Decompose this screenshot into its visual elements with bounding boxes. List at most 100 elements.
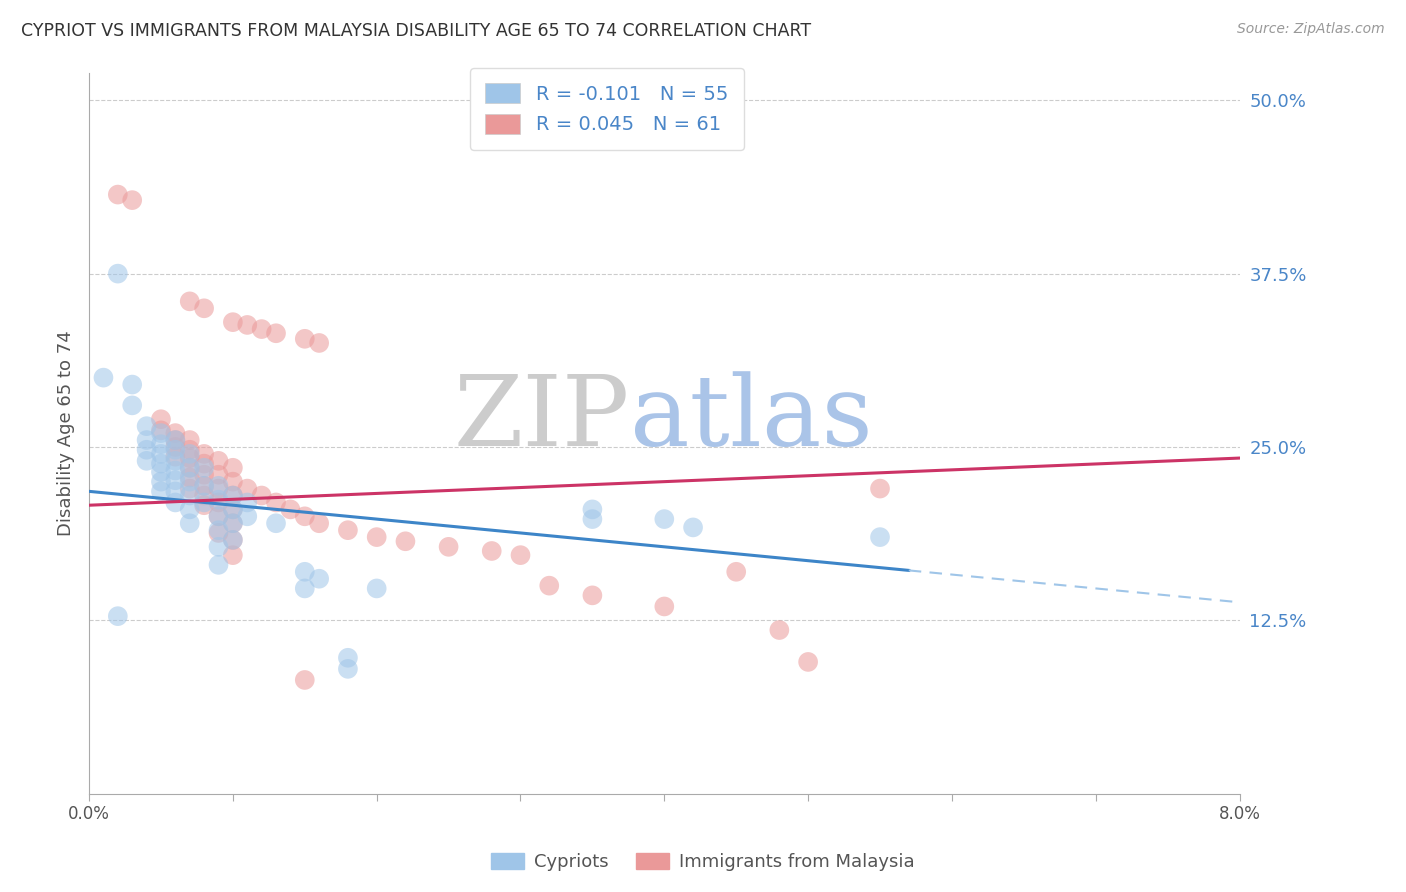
Point: [121, 377, 143, 392]
Point: [264, 495, 287, 509]
Point: [107, 187, 129, 202]
Point: [652, 599, 675, 614]
Point: [179, 460, 201, 475]
Point: [222, 489, 245, 503]
Point: [222, 516, 245, 531]
Point: [236, 509, 259, 524]
Point: [165, 433, 187, 447]
Point: [509, 548, 531, 562]
Text: CYPRIOT VS IMMIGRANTS FROM MALAYSIA DISABILITY AGE 65 TO 74 CORRELATION CHART: CYPRIOT VS IMMIGRANTS FROM MALAYSIA DISA…: [21, 22, 811, 40]
Point: [179, 482, 201, 496]
Point: [294, 332, 316, 346]
Point: [193, 479, 215, 493]
Point: [193, 479, 215, 493]
Point: [135, 442, 157, 457]
Point: [437, 540, 460, 554]
Point: [207, 509, 229, 524]
Point: [336, 523, 359, 537]
Point: [264, 326, 287, 341]
Point: [165, 464, 187, 478]
Text: Source: ZipAtlas.com: Source: ZipAtlas.com: [1237, 22, 1385, 37]
Point: [179, 433, 201, 447]
Point: [165, 440, 187, 454]
Point: [652, 512, 675, 526]
Point: [222, 533, 245, 547]
Point: [207, 479, 229, 493]
Point: [366, 582, 388, 596]
Point: [165, 450, 187, 464]
Point: [207, 454, 229, 468]
Point: [121, 398, 143, 412]
Point: [149, 484, 172, 499]
Point: [149, 426, 172, 441]
Point: [165, 484, 187, 499]
Point: [581, 512, 603, 526]
Point: [538, 579, 561, 593]
Point: [207, 523, 229, 537]
Point: [222, 502, 245, 516]
Point: [149, 412, 172, 426]
Point: [207, 495, 229, 509]
Point: [336, 650, 359, 665]
Point: [869, 530, 891, 544]
Point: [149, 447, 172, 461]
Point: [149, 437, 172, 451]
Point: [207, 482, 229, 496]
Point: [193, 498, 215, 512]
Point: [250, 322, 273, 336]
Legend: Cypriots, Immigrants from Malaysia: Cypriots, Immigrants from Malaysia: [484, 846, 922, 879]
Point: [294, 673, 316, 687]
Point: [222, 460, 245, 475]
Point: [149, 423, 172, 437]
Y-axis label: Disability Age 65 to 74: Disability Age 65 to 74: [58, 330, 75, 536]
Point: [179, 475, 201, 489]
Point: [294, 565, 316, 579]
Point: [207, 558, 229, 572]
Point: [179, 294, 201, 309]
Point: [236, 482, 259, 496]
Point: [294, 509, 316, 524]
Point: [165, 495, 187, 509]
Point: [107, 609, 129, 624]
Point: [222, 548, 245, 562]
Point: [135, 433, 157, 447]
Point: [165, 433, 187, 447]
Point: [165, 473, 187, 487]
Point: [165, 426, 187, 441]
Point: [207, 467, 229, 482]
Point: [135, 454, 157, 468]
Point: [207, 525, 229, 540]
Point: [179, 502, 201, 516]
Point: [179, 489, 201, 503]
Point: [179, 516, 201, 531]
Text: atlas: atlas: [630, 371, 873, 467]
Point: [222, 502, 245, 516]
Point: [165, 454, 187, 468]
Point: [294, 582, 316, 596]
Point: [768, 623, 790, 637]
Point: [222, 516, 245, 531]
Point: [250, 489, 273, 503]
Point: [222, 475, 245, 489]
Point: [149, 465, 172, 479]
Point: [149, 475, 172, 489]
Point: [207, 492, 229, 507]
Point: [264, 516, 287, 531]
Point: [193, 457, 215, 471]
Point: [193, 301, 215, 316]
Point: [869, 482, 891, 496]
Point: [581, 502, 603, 516]
Point: [179, 470, 201, 484]
Point: [193, 495, 215, 509]
Text: ZIP: ZIP: [454, 371, 630, 467]
Point: [179, 442, 201, 457]
Point: [308, 572, 330, 586]
Point: [336, 662, 359, 676]
Point: [222, 489, 245, 503]
Point: [179, 447, 201, 461]
Point: [682, 520, 704, 534]
Point: [207, 509, 229, 524]
Point: [280, 502, 302, 516]
Point: [193, 447, 215, 461]
Point: [725, 565, 748, 579]
